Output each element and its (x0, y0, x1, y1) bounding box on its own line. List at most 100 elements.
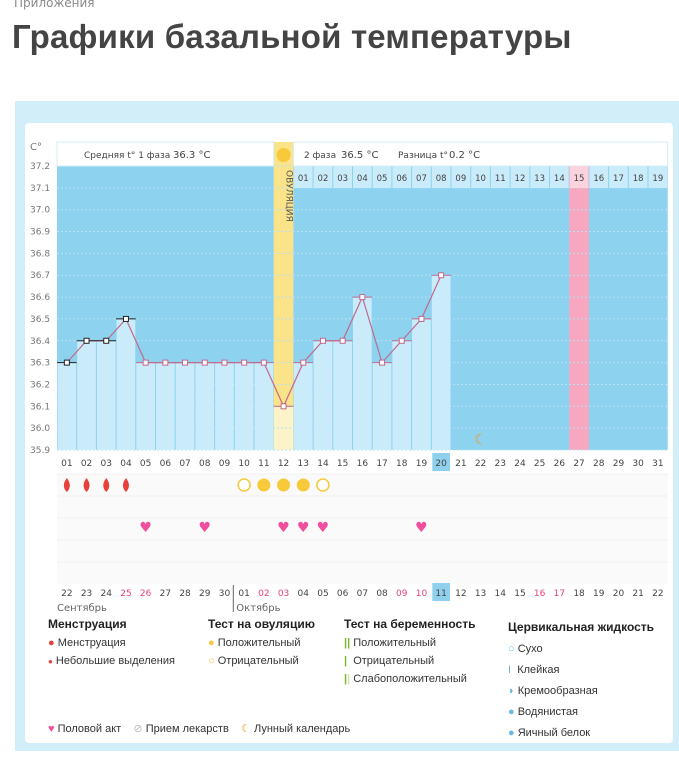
phase2-day-cell (392, 166, 412, 188)
phase1-label: Средняя t° 1 фаза (84, 151, 170, 161)
calendar-date-label: 10 (416, 589, 428, 599)
temperature-bar (254, 362, 274, 450)
y-tick-label: 36.8 (30, 249, 50, 259)
watery-icon: ● (508, 706, 515, 718)
cycle-day-label: 14 (317, 459, 329, 469)
ovulation-negative-icon (237, 478, 251, 492)
ovulation-label: ОВУЛЯЦИЯ (284, 170, 294, 222)
phase2-day-label: 16 (593, 174, 604, 184)
phase1-value: 36.3 °C (173, 150, 210, 161)
today-highlight (432, 453, 450, 471)
y-tick-label: 35.9 (30, 446, 50, 456)
phase2-day-label: 02 (318, 174, 329, 184)
phase2-day-label: 18 (633, 174, 644, 184)
heart-icon: ♥ (139, 520, 152, 536)
cycle-day-label: 01 (61, 459, 72, 469)
phase2-day-label: 11 (495, 174, 506, 184)
month-label: Октябрь (236, 603, 280, 614)
calendar-date-label: 22 (61, 589, 72, 599)
symbol-grid (57, 474, 668, 584)
heart-icon: ♥ (317, 520, 330, 536)
legend-other: ♥ Половой акт ⊘ Прием лекарств ☾ Лунный … (48, 722, 350, 735)
phase2-day-label: 05 (377, 174, 388, 184)
temperature-bar (136, 362, 155, 450)
ovulation-sun-icon (276, 148, 291, 162)
phase2-day-label: 10 (475, 174, 486, 184)
phase2-day-cell (648, 166, 668, 188)
cycle-day-label: 17 (376, 459, 387, 469)
menstruation-drop-icon (63, 478, 70, 492)
phase2-day-cell (530, 166, 549, 188)
cycle-day-label: 04 (120, 459, 132, 469)
temperature-point (162, 359, 169, 366)
calendar-date-label: 09 (396, 589, 408, 599)
phase2-day-label: 01 (298, 174, 309, 184)
ovulation-column (273, 142, 294, 450)
cycle-day-label: 28 (593, 459, 605, 469)
temperature-bar (412, 318, 431, 450)
legend-item: Кремообразная (517, 685, 598, 697)
y-tick-label: 36.7 (30, 271, 50, 281)
calendar-date-label: 24 (101, 589, 113, 599)
drop-icon: ● (48, 637, 55, 649)
cycle-day-label: 24 (514, 459, 526, 469)
menstruation-drop-icon (103, 478, 110, 492)
cycle-day-label: 19 (416, 459, 428, 469)
cycle-day-label: 16 (357, 459, 369, 469)
phase2-day-label: 15 (574, 174, 585, 184)
y-tick-label: 36.3 (30, 359, 50, 369)
phase2-day-label: 04 (357, 174, 368, 184)
temperature-bar (313, 340, 333, 450)
calendar-date-label: 28 (179, 589, 191, 599)
phase2-day-label: 06 (396, 174, 407, 184)
faint-lines-icon: || (344, 673, 351, 685)
cycle-day-label: 03 (101, 459, 112, 469)
legend-title: Менструация (48, 617, 127, 631)
legend-item: Сухо (517, 643, 543, 655)
temperature-point (418, 315, 425, 322)
cycle-day-label: 13 (298, 459, 309, 469)
calendar-date-label: 16 (534, 589, 546, 599)
positive-circle-icon: ● (208, 637, 215, 649)
legend-item: Положительный (353, 637, 436, 649)
breadcrumb[interactable]: Приложения (14, 0, 95, 10)
calendar-date-label: 17 (554, 589, 565, 599)
calendar-date-label: 14 (495, 589, 507, 599)
calendar-date-label: 01 (238, 589, 249, 599)
legend-cervical: Цервикальная жидкость ○ Сухо I Клейкая ◗… (508, 617, 654, 744)
calendar-date-label: 22 (652, 589, 663, 599)
calendar-date-label: 13 (475, 589, 486, 599)
calendar-date-label: 05 (317, 589, 328, 599)
phase2-day-label: 13 (534, 174, 545, 184)
phase2-header (292, 141, 669, 167)
phase2-day-label: 12 (515, 174, 526, 184)
y-tick-label: 36.4 (30, 337, 50, 347)
calendar-date-label: 06 (337, 589, 349, 599)
temperature-point (398, 337, 405, 344)
calendar-date-label: 18 (573, 589, 585, 599)
calendar-date-label: 30 (219, 589, 231, 599)
legend-item: Половой акт (57, 723, 122, 735)
egg-white-icon: ● (508, 727, 515, 739)
temperature-bar (333, 340, 352, 450)
legend-title: Цервикальная жидкость (508, 620, 655, 634)
phase2-day-cell (471, 166, 490, 188)
cycle-day-label: 30 (632, 459, 644, 469)
calendar-date-label: 27 (160, 589, 171, 599)
temperature-point (142, 359, 149, 366)
cycle-day-label: 26 (554, 459, 566, 469)
ovulation-bar (273, 406, 294, 450)
temperature-bar (372, 362, 392, 450)
phase1-header (56, 141, 275, 167)
temperature-bar (195, 362, 215, 450)
calendar-date-label: 07 (357, 589, 368, 599)
phase2-day-cell (490, 166, 510, 188)
calendar-date-label: 15 (514, 589, 525, 599)
temperature-point (83, 337, 90, 344)
cycle-day-label: 02 (81, 459, 92, 469)
temperature-point (260, 359, 267, 366)
legend-item: Положительный (217, 637, 301, 649)
legend-item: Слабоположительный (353, 673, 467, 685)
cycle-day-label: 06 (160, 459, 172, 469)
calendar-date-label: 19 (593, 589, 605, 599)
